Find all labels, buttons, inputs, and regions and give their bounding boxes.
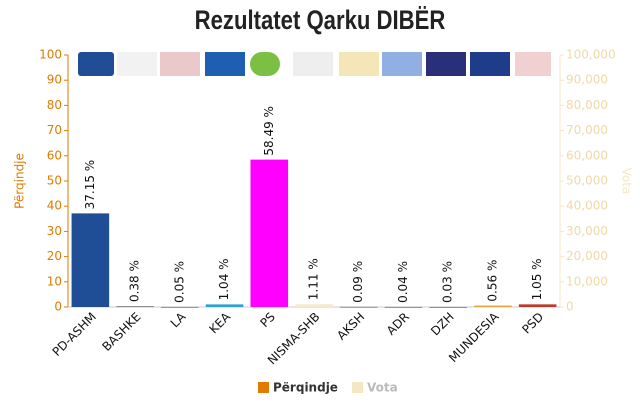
value-label: 1.11 % (307, 258, 321, 300)
legend-swatch (258, 382, 269, 393)
value-label: 37.15 % (83, 160, 97, 210)
chart-title: Rezultatet Qarku DIBËR (195, 6, 446, 36)
bar (384, 306, 423, 308)
y2-axis-title: Vota (620, 168, 634, 195)
bar (71, 213, 110, 307)
y-tick-label: 20 (47, 249, 62, 263)
party-logos (78, 52, 551, 76)
y-tick-label: 10 (47, 274, 62, 288)
x-tick-label: KEA (207, 309, 234, 336)
y2-tick-label: 60,000 (566, 148, 608, 162)
x-tick-label: PD-ASHM (50, 310, 99, 359)
legend-label: Vota (367, 381, 398, 395)
y2-tick-label: 70,000 (566, 123, 608, 137)
y2-tick-label: 80,000 (566, 98, 608, 112)
y-tick-label: 80 (47, 98, 62, 112)
y2-tick-label: 100,000 (566, 48, 616, 62)
y2-tick-label: 40,000 (566, 199, 608, 213)
y-tick-label: 0 (54, 300, 62, 314)
x-tick-label: LA (168, 309, 189, 330)
y2-tick-label: 50,000 (566, 174, 608, 188)
bar (295, 304, 333, 307)
x-tick-label: PS (257, 310, 277, 330)
bar (429, 306, 467, 308)
x-tick-label: AKSH (334, 310, 367, 343)
bar (250, 159, 289, 307)
y-axis-title: Përqindje (13, 153, 27, 209)
y-tick-label: 70 (47, 123, 62, 137)
y2-tick-label: 20,000 (566, 249, 608, 263)
value-label: 0.05 % (172, 261, 186, 303)
value-label: 0.03 % (441, 261, 455, 303)
value-label: 58.49 % (262, 106, 276, 156)
x-tick-label: ADR (384, 310, 412, 338)
y-tick-label: 40 (47, 199, 62, 213)
y-tick-label: 30 (47, 224, 62, 238)
bar (518, 304, 557, 307)
y2-tick-label: 0 (566, 300, 574, 314)
y-tick-label: 90 (47, 73, 62, 87)
value-label: 1.05 % (530, 258, 544, 300)
value-label: 0.56 % (485, 260, 499, 302)
legend-label: Përqindje (273, 381, 338, 395)
value-label: 0.04 % (396, 261, 410, 303)
y-tick-label: 60 (47, 148, 62, 162)
y-tick-label: 100 (39, 48, 62, 62)
bar (339, 306, 378, 308)
bar (116, 306, 154, 308)
x-tick-label: BASHKE (99, 310, 143, 354)
value-label: 1.04 % (217, 258, 231, 300)
bar (205, 304, 244, 307)
legend-swatch (352, 382, 363, 393)
x-tick-label: PSD (519, 310, 546, 337)
y-tick-label: 50 (47, 174, 62, 188)
x-tick-label: DZH (428, 310, 457, 339)
y2-tick-label: 30,000 (566, 224, 608, 238)
value-label: 0.09 % (351, 261, 365, 303)
value-label: 0.38 % (128, 260, 142, 302)
bar (474, 305, 512, 307)
y2-tick-label: 10,000 (566, 274, 608, 288)
y2-tick-label: 90,000 (566, 73, 608, 87)
bar (161, 306, 199, 308)
